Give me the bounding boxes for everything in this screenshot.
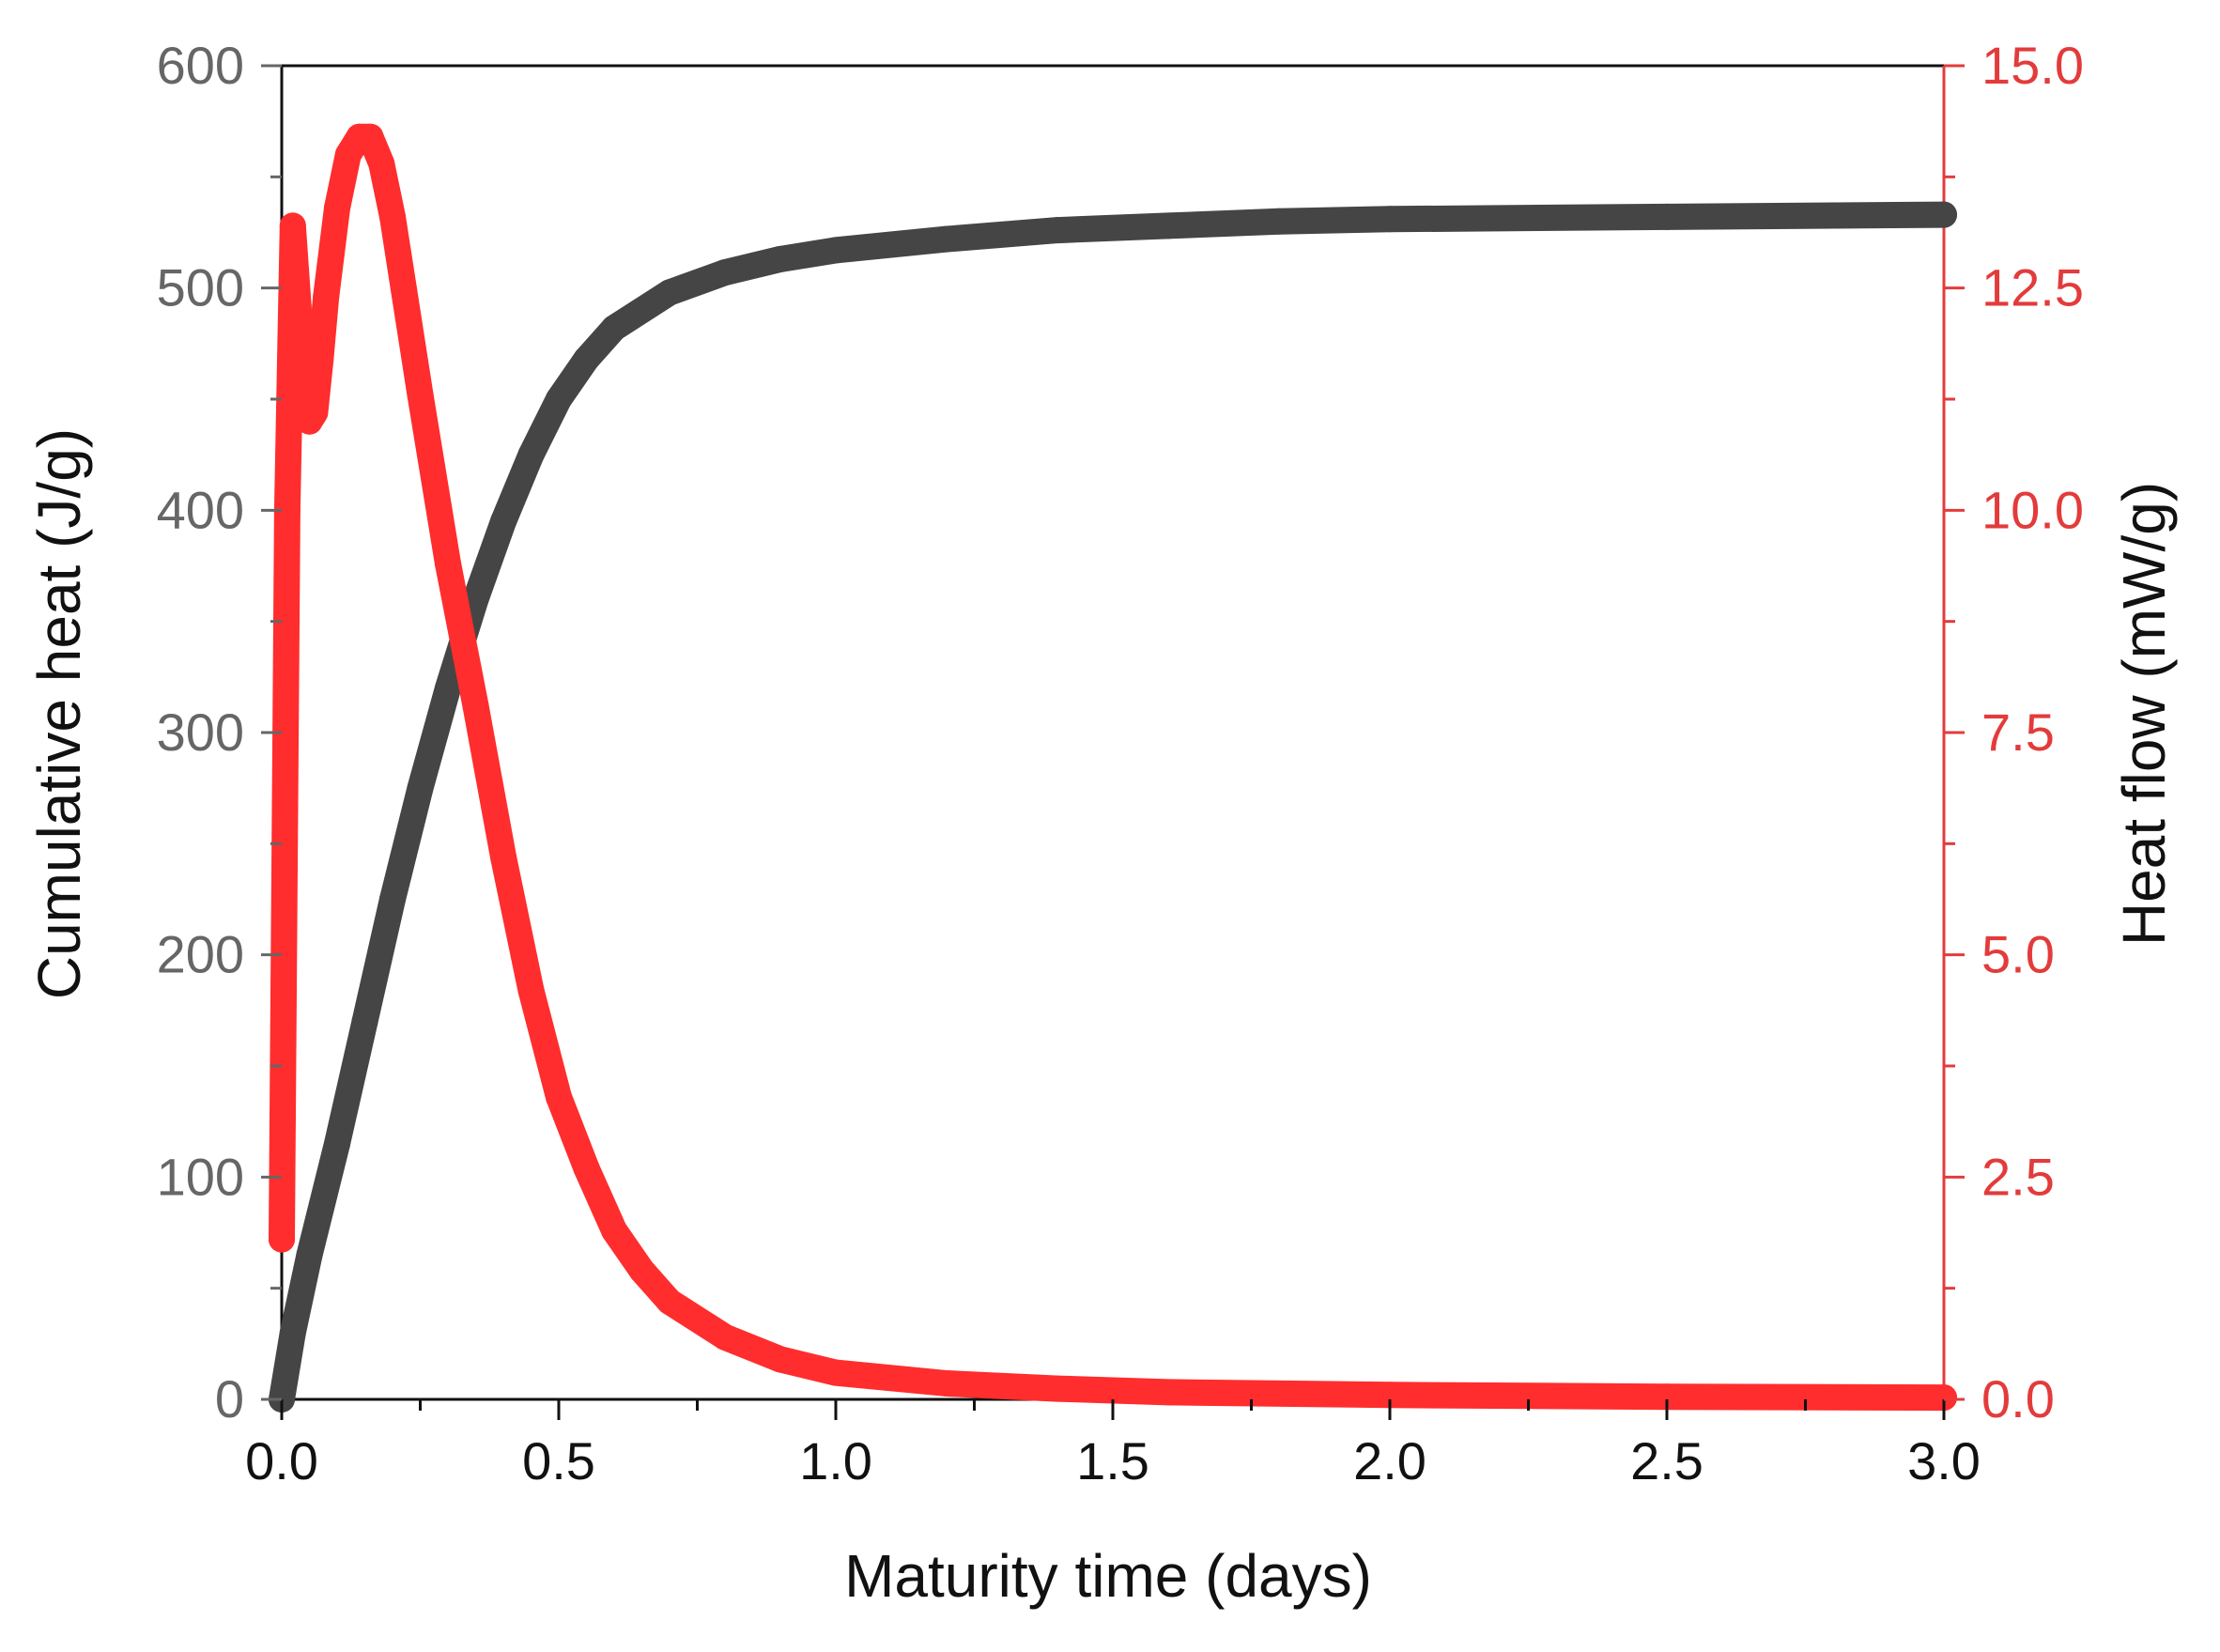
cumulative-heat-point-5 <box>379 886 406 913</box>
y-right-tick-label-2: 5.0 <box>1981 925 2055 984</box>
y-right-tick-label-6: 15.0 <box>1981 36 2084 95</box>
y-right-tick-label-1: 2.5 <box>1981 1147 2055 1206</box>
y-right-axis: 0.0 2.5 5.0 7.5 10.0 12.5 15.0 <box>1944 36 2084 1428</box>
cumulative-heat-point-3 <box>324 1130 350 1157</box>
y-left-tick-label-6: 600 <box>157 36 244 95</box>
x-tick-label-3: 1.5 <box>1076 1431 1149 1490</box>
x-tick-label-2: 1.0 <box>799 1431 872 1490</box>
y-left-tick-label-2: 200 <box>157 925 244 984</box>
x-axis: 0.0 0.5 1.0 1.5 2.0 2.5 3.0 <box>245 1399 1981 1490</box>
cumulative-heat-point-10 <box>517 441 545 469</box>
y-left-tick-label-0: 0 <box>215 1369 244 1428</box>
heat-flow-point-31 <box>1155 1379 1181 1406</box>
x-tick-label-1: 0.5 <box>522 1431 595 1490</box>
y-right-tick-label-0: 0.0 <box>1981 1369 2055 1428</box>
cumulative-heat-point-22 <box>1377 206 1403 233</box>
heat-flow-point-24 <box>628 1257 655 1284</box>
x-tick-label-5: 2.5 <box>1630 1431 1704 1490</box>
cumulative-heat-point-11 <box>546 386 572 412</box>
cumulative-heat-point-9 <box>490 508 516 535</box>
heat-flow-point-18 <box>462 692 489 719</box>
heat-flow-point-0 <box>269 1226 295 1253</box>
heat-flow-point-34 <box>1931 1384 1957 1412</box>
heat-flow-point-17 <box>435 550 461 578</box>
cumulative-heat-point-15 <box>712 259 738 286</box>
cumulative-heat-point-1 <box>279 1320 306 1346</box>
cumulative-heat-point-13 <box>601 315 627 342</box>
cumulative-heat-point-16 <box>767 245 794 272</box>
heat-flow-point-26 <box>712 1323 738 1351</box>
y-left-axis: 0 100 200 300 400 500 600 <box>157 36 282 1428</box>
y-right-tick-label-4: 10.0 <box>1981 480 2084 539</box>
heat-flow-point-20 <box>517 977 545 1004</box>
cumulative-heat-point-21 <box>1266 208 1292 235</box>
y-left-tick-label-4: 400 <box>157 480 244 539</box>
cumulative-heat-point-24 <box>1931 201 1957 228</box>
cumulative-heat-point-19 <box>1044 217 1071 244</box>
cumulative-heat-point-20 <box>1155 212 1181 239</box>
heat-flow-point-16 <box>407 381 434 409</box>
heat-flow-point-13 <box>368 150 395 178</box>
heat-flow-point-21 <box>546 1084 572 1111</box>
y-left-tick-label-3: 300 <box>157 702 244 762</box>
cumulative-heat-point-23 <box>1654 203 1680 230</box>
heat-flow-point-3 <box>285 292 312 319</box>
x-tick-label-6: 3.0 <box>1907 1431 1981 1490</box>
cumulative-heat-point-2 <box>296 1242 323 1269</box>
x-tick-label-4: 2.0 <box>1353 1431 1426 1490</box>
y-right-tick-label-5: 12.5 <box>1981 258 2084 317</box>
heat-flow-point-23 <box>601 1217 627 1244</box>
heat-flow-point-30 <box>1044 1375 1071 1402</box>
cumulative-heat-point-4 <box>351 1008 378 1035</box>
x-axis-title: Maturity time (days) <box>844 1542 1372 1610</box>
cumulative-heat-point-6 <box>407 775 434 802</box>
heat-flow-point-12 <box>357 123 384 150</box>
heat-flow-point-2 <box>279 212 306 239</box>
heat-flow-point-19 <box>490 843 516 871</box>
heat-flow-point-22 <box>573 1154 600 1181</box>
heat-flow-point-9 <box>324 194 350 222</box>
heat-flow-point-25 <box>656 1288 683 1315</box>
series-layer <box>269 123 1957 1413</box>
cumulative-heat-point-7 <box>435 674 461 702</box>
y-left-tick-label-1: 100 <box>157 1147 244 1206</box>
heat-flow-point-6 <box>301 399 329 426</box>
heat-flow-point-1 <box>273 497 301 524</box>
y-left-axis-title: Cumulative heat (J/g) <box>25 428 93 999</box>
cumulative-heat-point-17 <box>823 237 849 264</box>
heat-flow-point-15 <box>390 274 417 301</box>
heat-flow-point-14 <box>379 203 406 230</box>
y-right-axis-title: Heat flow (mW/g) <box>2110 482 2178 946</box>
cumulative-heat-point-12 <box>573 346 600 373</box>
x-tick-label-0: 0.0 <box>245 1431 318 1490</box>
heat-flow-point-29 <box>933 1370 960 1397</box>
y-right-tick-label-3: 7.5 <box>1981 702 2055 762</box>
heat-flow-point-28 <box>823 1359 849 1386</box>
heat-flow-point-32 <box>1377 1382 1403 1409</box>
cumulative-heat-point-14 <box>656 279 683 306</box>
cumulative-heat-point-18 <box>933 225 960 253</box>
heat-flow-point-7 <box>307 346 334 373</box>
heat-flow-point-27 <box>767 1346 794 1373</box>
heat-flow-point-8 <box>313 284 340 311</box>
heat-flow-point-33 <box>1654 1383 1680 1411</box>
y-left-tick-label-5: 500 <box>157 258 244 317</box>
